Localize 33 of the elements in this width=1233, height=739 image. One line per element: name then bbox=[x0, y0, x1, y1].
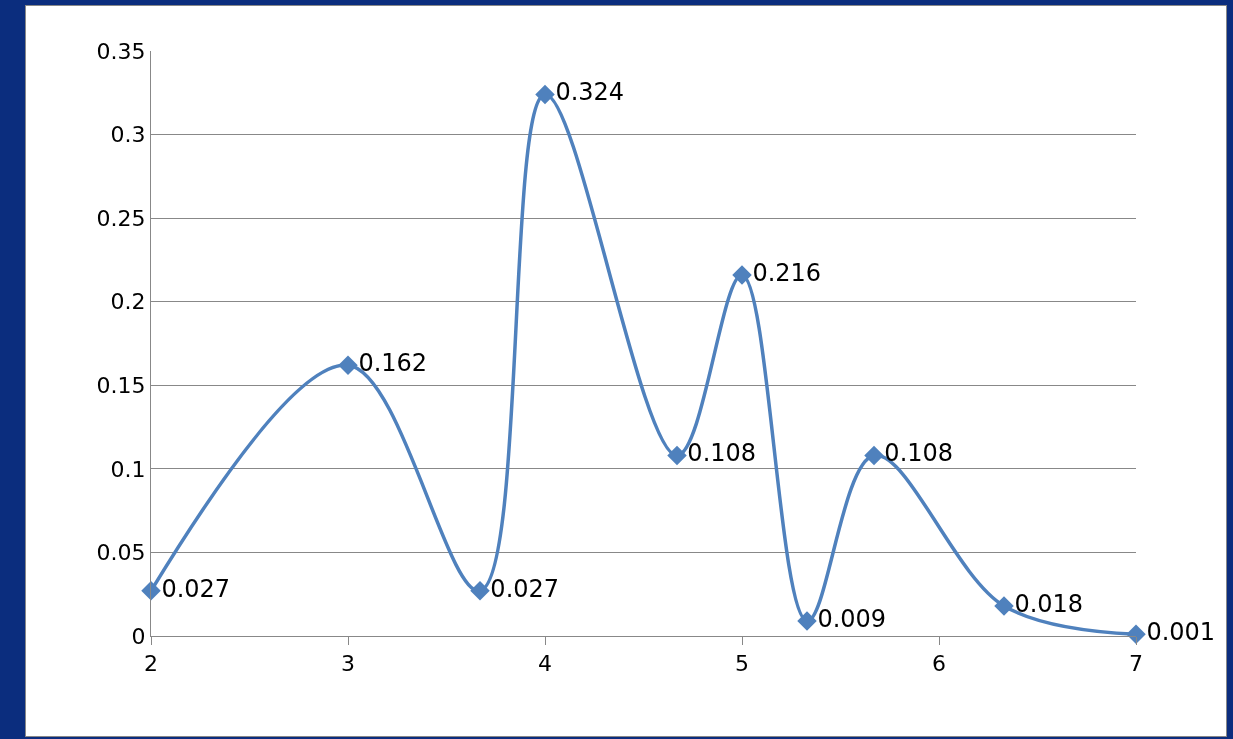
y-tick-label: 0.15 bbox=[96, 372, 146, 398]
x-tick-label: 5 bbox=[735, 651, 749, 677]
data-label: 0.324 bbox=[555, 78, 625, 107]
data-label: 0.018 bbox=[1014, 589, 1084, 618]
data-label: 0.027 bbox=[490, 574, 560, 603]
data-label: 0.108 bbox=[884, 439, 954, 468]
y-tick-label: 0.35 bbox=[96, 38, 146, 64]
y-tick-label: 0.2 bbox=[110, 289, 146, 315]
y-tick-label: 0.3 bbox=[110, 122, 146, 148]
point bbox=[732, 265, 752, 285]
x-tick-label: 4 bbox=[538, 651, 552, 677]
data-label: 0.001 bbox=[1146, 618, 1216, 647]
point bbox=[864, 445, 884, 466]
point bbox=[338, 355, 358, 375]
data-label: 0.216 bbox=[752, 258, 822, 287]
data-label: 0.108 bbox=[687, 439, 757, 468]
y-tick-label: 0.1 bbox=[110, 456, 146, 482]
x-tick-label: 7 bbox=[1129, 651, 1143, 677]
point bbox=[535, 84, 555, 105]
x-tick-label: 2 bbox=[144, 651, 158, 677]
y-tick-label: 0.25 bbox=[96, 205, 146, 231]
point bbox=[797, 611, 817, 631]
point bbox=[994, 596, 1014, 616]
point bbox=[1126, 624, 1146, 645]
data-label: 0.027 bbox=[161, 574, 231, 603]
data-label: 0.162 bbox=[358, 349, 428, 378]
data-label: 0.009 bbox=[817, 604, 887, 633]
point bbox=[667, 445, 687, 466]
y-tick-label: 0 bbox=[131, 623, 146, 649]
point bbox=[470, 581, 490, 601]
x-tick-label: 3 bbox=[341, 651, 355, 677]
y-tick-label: 0.05 bbox=[96, 540, 146, 566]
x-tick-label: 6 bbox=[932, 651, 946, 677]
